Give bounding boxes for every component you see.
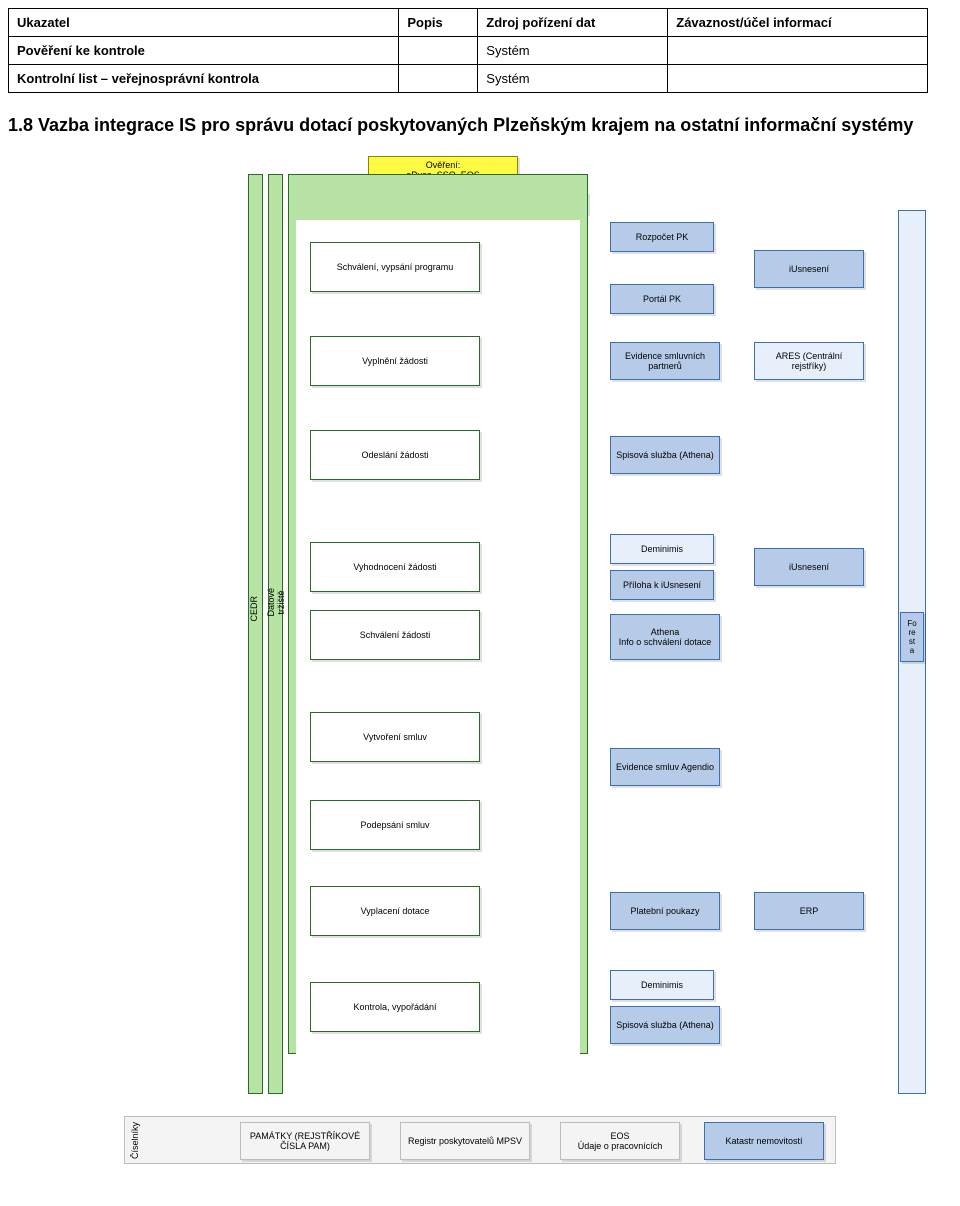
datove-label: Datové tržiště <box>266 588 286 617</box>
node-platebni: Platební poukazy <box>610 892 720 930</box>
node-iusneseni-2: iUsnesení <box>754 548 864 586</box>
node-katastr: Katastr nemovitostí <box>704 1122 824 1160</box>
node-eos: EOS Údaje o pracovnících <box>560 1122 680 1160</box>
node-registr: Registr poskytovatelů MPSV <box>400 1122 530 1160</box>
vbar-1 <box>248 174 263 1094</box>
step-5: Schválení žádosti <box>310 610 480 660</box>
step-7: Podepsání smluv <box>310 800 480 850</box>
step-4: Vyhodnocení žádosti <box>310 542 480 592</box>
th: Ukazatel <box>9 9 399 37</box>
section-title: 1.8 Vazba integrace IS pro správu dotací… <box>8 113 952 138</box>
node-evidence-partneru: Evidence smluvních partnerů <box>610 342 720 380</box>
node-deminimis-2: Deminimis <box>610 970 714 1000</box>
node-portal: Portál PK <box>610 284 714 314</box>
top-table: Ukazatel Popis Zdroj pořízení dat Závazn… <box>8 8 928 93</box>
step-3: Odeslání žádosti <box>310 430 480 480</box>
step-8: Vyplacení dotace <box>310 886 480 936</box>
node-foresta: Fo re st a <box>900 612 924 662</box>
node-spisova-2: Spisová služba (Athena) <box>610 1006 720 1044</box>
td <box>668 37 928 65</box>
td <box>399 65 478 93</box>
td: Systém <box>478 65 668 93</box>
node-spisova-1: Spisová služba (Athena) <box>610 436 720 474</box>
th: Zdroj pořízení dat <box>478 9 668 37</box>
step-1: Schválení, vypsání programu <box>310 242 480 292</box>
step-6: Vytvoření smluv <box>310 712 480 762</box>
node-rozpocet: Rozpočet PK <box>610 222 714 252</box>
td: Systém <box>478 37 668 65</box>
node-erp: ERP <box>754 892 864 930</box>
step-2: Vyplnění žádosti <box>310 336 480 386</box>
step-9: Kontrola, vypořádání <box>310 982 480 1032</box>
node-pamatky: PAMÁTKY (REJSTŘÍKOVÉ ČÍSLA PAM) <box>240 1122 370 1160</box>
node-priloha: Příloha k iUsnesení <box>610 570 714 600</box>
td <box>399 37 478 65</box>
th: Popis <box>399 9 478 37</box>
node-athena-info: Athena Info o schválení dotace <box>610 614 720 660</box>
vbar-2 <box>268 174 283 1094</box>
node-iusneseni: iUsnesení <box>754 250 864 288</box>
ciselniky-label: Číselníky <box>130 1118 140 1162</box>
td: Pověření ke kontrole <box>9 37 399 65</box>
td <box>668 65 928 93</box>
node-ares: ARES (Centrální rejstříky) <box>754 342 864 380</box>
th: Závaznost/účel informací <box>668 9 928 37</box>
cedr-label: CEDR <box>249 596 259 622</box>
diagram-canvas: Ověření: ePusa, SSO, EOS Sw zpracování d… <box>0 156 960 1166</box>
td: Kontrolní list – veřejnosprávní kontrola <box>9 65 399 93</box>
node-deminimis-1: Deminimis <box>610 534 714 564</box>
node-evidence-smluv: Evidence smluv Agendio <box>610 748 720 786</box>
